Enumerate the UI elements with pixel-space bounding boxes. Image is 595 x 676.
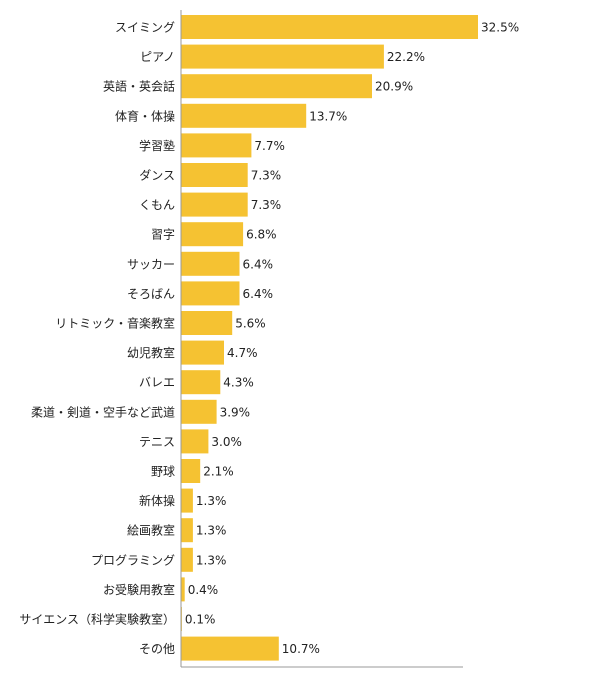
value-label: 3.0% bbox=[211, 435, 242, 449]
value-label: 1.3% bbox=[196, 524, 227, 538]
bar bbox=[181, 340, 224, 365]
category-label: リトミック・音楽教室 bbox=[55, 316, 175, 331]
value-label: 0.1% bbox=[185, 613, 216, 627]
value-label: 6.4% bbox=[243, 287, 274, 301]
category-label: バレエ bbox=[139, 376, 175, 390]
value-label: 0.4% bbox=[188, 583, 219, 597]
bar bbox=[181, 133, 252, 158]
bar bbox=[181, 311, 233, 335]
bar bbox=[181, 429, 209, 454]
bar bbox=[181, 251, 240, 276]
bar bbox=[181, 163, 248, 187]
category-label: くもん bbox=[139, 198, 175, 212]
category-label: 新体操 bbox=[139, 493, 175, 508]
category-label: ダンス bbox=[139, 168, 175, 183]
category-label: テニス bbox=[139, 435, 175, 449]
value-label: 32.5% bbox=[481, 21, 519, 35]
category-label: その他 bbox=[139, 642, 175, 656]
value-label: 1.3% bbox=[196, 494, 227, 508]
bar bbox=[181, 577, 185, 602]
category-label: 野球 bbox=[151, 465, 175, 479]
value-label: 2.1% bbox=[203, 465, 234, 479]
value-label: 20.9% bbox=[375, 80, 413, 94]
bar bbox=[181, 281, 240, 306]
value-label: 1.3% bbox=[196, 553, 227, 567]
value-label: 13.7% bbox=[309, 109, 347, 123]
value-label: 4.3% bbox=[223, 376, 254, 390]
category-label: サッカー bbox=[127, 257, 175, 271]
category-label: そろばん bbox=[127, 287, 175, 301]
value-labels-group: 32.5% 22.2% 20.9% 13.7% 7.7% 7.3% 7.3% 6.8% 6.4%… bbox=[185, 21, 519, 657]
bar bbox=[181, 192, 248, 217]
category-label: サイエンス（科学実験教室） bbox=[19, 612, 175, 627]
category-label: 絵画教室 bbox=[127, 523, 175, 538]
category-label: 柔道・剣道・空手など武道 bbox=[31, 405, 175, 419]
category-label: 英語・英会話 bbox=[103, 79, 175, 94]
bar bbox=[181, 459, 201, 483]
bar bbox=[181, 103, 307, 128]
category-label: お受験用教室 bbox=[103, 582, 175, 597]
value-label: 6.4% bbox=[243, 257, 274, 271]
category-label: 体育・体操 bbox=[115, 108, 175, 123]
bars-group bbox=[181, 15, 478, 661]
value-label: 4.7% bbox=[227, 346, 258, 360]
category-labels-group: スイミングピアノ英語・英会話体育・体操学習塾ダンスくもん習字サッカーそろばんリト… bbox=[19, 21, 175, 657]
category-label: 習字 bbox=[151, 227, 175, 242]
value-label: 7.7% bbox=[254, 139, 285, 153]
bar bbox=[181, 15, 478, 39]
category-label: プログラミング bbox=[91, 553, 175, 567]
value-label: 5.6% bbox=[235, 317, 266, 331]
value-label: 7.3% bbox=[251, 169, 282, 183]
value-label: 3.9% bbox=[220, 405, 251, 419]
value-label: 10.7% bbox=[282, 642, 320, 656]
value-label: 22.2% bbox=[387, 50, 425, 64]
bar bbox=[181, 488, 193, 513]
bar bbox=[181, 44, 384, 69]
bar bbox=[181, 636, 279, 661]
bar bbox=[181, 222, 244, 247]
bar bbox=[181, 399, 217, 424]
value-label: 6.8% bbox=[246, 228, 277, 242]
category-label: ピアノ bbox=[140, 50, 175, 64]
bar bbox=[181, 370, 221, 395]
value-label: 7.3% bbox=[251, 198, 282, 212]
category-label: スイミング bbox=[115, 21, 175, 35]
bar bbox=[181, 74, 372, 99]
bar bbox=[181, 547, 193, 572]
category-label: 幼児教室 bbox=[127, 345, 175, 360]
category-label: 学習塾 bbox=[139, 138, 175, 153]
bar bbox=[181, 518, 193, 543]
